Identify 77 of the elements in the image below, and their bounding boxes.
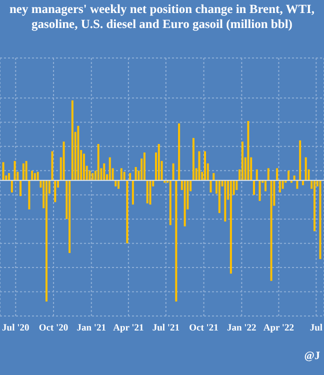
bar — [8, 173, 10, 180]
bar — [304, 157, 307, 180]
bar — [278, 180, 281, 192]
chart-subtitle: gasoline, U.S. diesel and Euro gasoil (million bbl) — [30, 17, 294, 32]
bar — [45, 180, 48, 302]
bar — [267, 168, 270, 180]
bar — [10, 180, 13, 192]
bar — [118, 180, 120, 189]
bar — [319, 180, 322, 260]
bar — [77, 126, 80, 180]
bar — [62, 142, 65, 180]
bar — [198, 151, 200, 180]
bar — [126, 180, 128, 244]
bar — [71, 100, 74, 180]
bar — [68, 180, 71, 254]
bar — [158, 144, 160, 180]
x-tick-label: Jul '21 — [152, 324, 180, 334]
bar — [146, 180, 148, 204]
bar — [120, 168, 122, 180]
bar — [31, 170, 34, 180]
bar — [282, 180, 284, 189]
bar — [210, 180, 212, 192]
bar — [212, 173, 215, 180]
bar — [256, 169, 258, 180]
bar — [299, 140, 302, 180]
bar — [175, 180, 178, 302]
bar — [20, 180, 22, 196]
x-tick-label: Jan '21 — [76, 324, 106, 334]
x-tick-label: Apr '21 — [113, 324, 144, 334]
x-tick-label: Jan '22 — [227, 324, 257, 334]
bar — [134, 167, 137, 180]
bar — [192, 138, 194, 180]
bar — [293, 175, 296, 180]
bar — [224, 180, 226, 222]
bar — [258, 180, 261, 201]
bar — [143, 152, 146, 180]
bar — [218, 180, 220, 214]
bar — [169, 180, 172, 226]
x-tick-label: Oct '20 — [38, 324, 68, 334]
bar — [247, 120, 250, 180]
x-tick-label: Apr '22 — [263, 324, 294, 334]
bar — [204, 151, 206, 180]
bar — [178, 123, 180, 180]
bar — [149, 180, 152, 205]
bar — [184, 180, 186, 226]
bar — [28, 180, 30, 210]
bar — [252, 180, 255, 195]
chart-title: ney managers' weekly net position change in Brent, WTI, — [8, 2, 316, 17]
bar — [82, 154, 85, 180]
x-tick-label: Oct '21 — [189, 324, 219, 334]
bar — [51, 151, 54, 180]
bar — [276, 168, 278, 180]
bar — [129, 173, 132, 180]
bar — [230, 180, 232, 274]
bar — [92, 173, 94, 180]
bar — [22, 163, 24, 180]
bar — [54, 180, 56, 202]
bar — [314, 180, 316, 232]
bar — [123, 172, 126, 180]
bar — [288, 170, 290, 180]
bar — [264, 180, 267, 192]
x-tick-label: Jul — [310, 324, 323, 334]
bar — [172, 163, 174, 180]
bar — [25, 160, 28, 180]
bar — [14, 160, 16, 180]
bar — [108, 157, 111, 180]
x-tick-label: Jul '20 — [2, 324, 30, 334]
bar — [97, 144, 100, 180]
bar — [241, 142, 244, 180]
bar — [132, 180, 134, 205]
bar — [296, 180, 298, 189]
bar — [34, 173, 36, 180]
text: @J — [303, 350, 320, 362]
bar — [270, 180, 272, 281]
bar — [114, 180, 117, 186]
bar — [36, 172, 39, 180]
bar — [103, 163, 106, 180]
